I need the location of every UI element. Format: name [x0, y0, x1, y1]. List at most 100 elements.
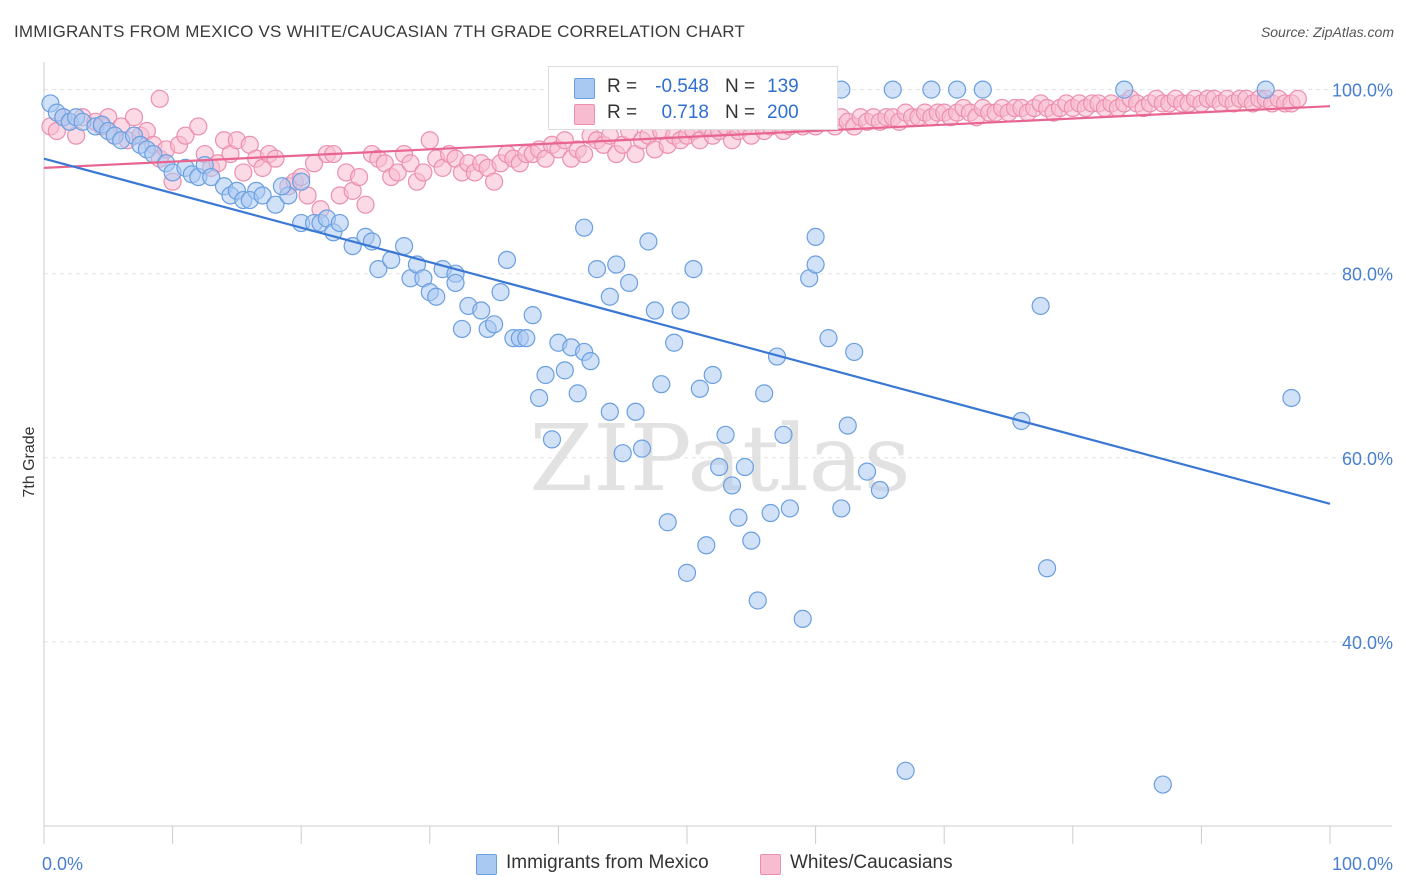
- y-tick-label: 60.0%: [1342, 449, 1393, 469]
- mexico-point: [671, 301, 690, 320]
- mexico-point: [292, 172, 311, 191]
- mexico-point: [806, 255, 825, 274]
- mexico-point: [735, 457, 754, 477]
- y-tick-label: 100.0%: [1332, 81, 1393, 101]
- mexico-point: [922, 80, 941, 99]
- mexico-point: [523, 306, 542, 325]
- x-tick-labels: 0.0% 100.0%: [42, 854, 1393, 874]
- legend-row-mexico: R = -0.548 N = 139: [549, 75, 837, 101]
- mexico-point: [716, 425, 735, 444]
- legend-swatch-mexico: [476, 854, 497, 875]
- mexico-point: [742, 531, 761, 550]
- mexico-point: [870, 480, 890, 500]
- mexico-point: [1031, 296, 1050, 316]
- mexico-point: [330, 213, 349, 233]
- mexico-point: [568, 384, 587, 403]
- mexico-point: [755, 384, 774, 403]
- mexico-point: [485, 315, 504, 334]
- legend-swatch-white: [574, 104, 595, 125]
- mexico-point: [883, 80, 902, 99]
- mexico-point: [1037, 559, 1057, 578]
- mexico-point: [652, 375, 671, 394]
- mexico-point: [626, 402, 645, 421]
- mexico-point: [761, 503, 780, 523]
- mexico-point: [452, 319, 472, 339]
- mexico-point: [838, 416, 857, 435]
- trendlines: [43, 105, 1331, 505]
- mexico-point: [581, 352, 600, 371]
- mexico-point: [632, 439, 652, 458]
- axes: [43, 62, 1392, 844]
- white-point: [189, 117, 208, 136]
- y-tick-label: 40.0%: [1342, 633, 1393, 653]
- legend-swatch-white: [760, 854, 781, 875]
- mexico-point: [427, 287, 446, 306]
- mexico-point: [677, 563, 697, 582]
- mexico-point: [202, 167, 221, 187]
- legend-label-white: Whites/Caucasians: [790, 852, 953, 873]
- chart-title: IMMIGRANTS FROM MEXICO VS WHITE/CAUCASIA…: [14, 22, 746, 41]
- series-mexico-points: [41, 80, 1301, 794]
- mexico-point: [491, 283, 510, 302]
- mexico-point: [530, 388, 549, 408]
- mexico-point: [658, 513, 677, 532]
- correlation-legend: R = -0.548 N = 139 R = 0.718 N = 200: [548, 66, 838, 130]
- mexico-point: [729, 508, 748, 527]
- mexico-point: [587, 260, 607, 279]
- mexico-point: [1115, 80, 1134, 99]
- white-point: [388, 163, 407, 182]
- mexico-point: [832, 499, 851, 518]
- white-point: [349, 167, 369, 187]
- mexico-point: [555, 361, 574, 380]
- mexico-point: [793, 609, 812, 628]
- source-label: Source: ZipAtlas.com: [1260, 24, 1394, 40]
- mexico-point: [857, 462, 877, 481]
- mexico-point: [774, 425, 793, 444]
- mexico-point: [710, 457, 729, 477]
- white-point: [124, 108, 144, 127]
- legend-r-value: 0.718: [661, 102, 709, 123]
- mexico-point: [542, 430, 562, 449]
- white-point: [234, 163, 253, 182]
- white-point: [356, 195, 375, 214]
- legend-r-label: R =: [607, 102, 638, 123]
- mexico-point: [819, 329, 838, 348]
- legend-r-label: R =: [607, 76, 638, 97]
- mexico-point: [690, 379, 709, 398]
- y-tick-labels: 40.0% 60.0% 80.0% 100.0%: [1332, 81, 1393, 653]
- mexico-point: [607, 255, 626, 274]
- mexico-point: [1153, 775, 1172, 794]
- legend-row-white: R = 0.718 N = 200: [549, 101, 837, 127]
- legend-swatch-mexico: [574, 78, 595, 99]
- trendline-mexico: [43, 157, 1331, 505]
- mexico-point: [266, 195, 285, 214]
- white-point: [150, 89, 169, 108]
- mexico-point: [780, 499, 799, 518]
- mexico-point: [1256, 80, 1275, 99]
- mexico-point: [394, 236, 414, 256]
- mexico-point: [703, 365, 722, 385]
- mexico-point: [600, 287, 619, 306]
- white-point: [1288, 89, 1307, 108]
- y-axis-label: 7th Grade: [21, 426, 38, 497]
- mexico-point: [639, 232, 658, 251]
- series-legend: Immigrants from Mexico Whites/Caucasians: [0, 852, 1406, 878]
- mexico-point: [536, 365, 555, 385]
- mexico-point: [253, 186, 272, 205]
- legend-label-mexico: Immigrants from Mexico: [506, 852, 709, 873]
- mexico-point: [845, 342, 864, 362]
- mexico-point: [369, 260, 388, 279]
- mexico-point: [973, 80, 992, 99]
- legend-n-label: N =: [725, 76, 756, 97]
- mexico-point: [684, 260, 703, 279]
- legend-n-label: N =: [725, 102, 756, 123]
- white-point: [414, 163, 433, 182]
- white-point: [420, 131, 439, 150]
- mexico-point: [748, 591, 767, 610]
- mexico-point: [665, 333, 684, 352]
- mexico-point: [472, 301, 491, 320]
- mexico-point: [1282, 388, 1301, 408]
- y-tick-label: 80.0%: [1342, 265, 1393, 285]
- mexico-point: [272, 177, 292, 196]
